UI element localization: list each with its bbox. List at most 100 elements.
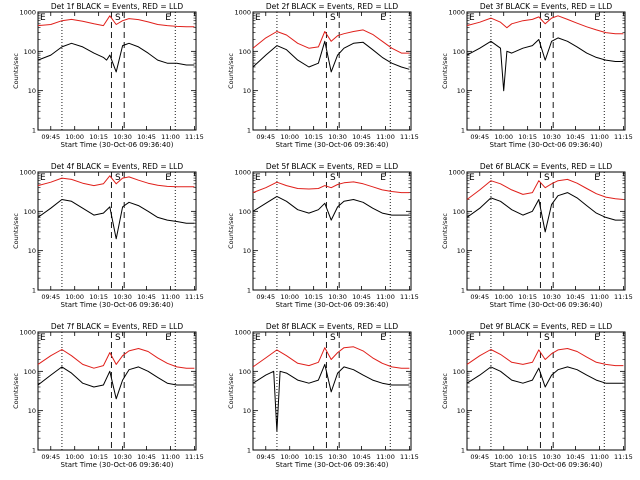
x-tick-label: 10:45	[137, 293, 156, 301]
x-tick-label: 10:00	[280, 293, 299, 301]
plot-frame	[37, 331, 197, 451]
y-tick-label: 1000	[234, 169, 251, 177]
x-tick-label: 10:00	[65, 293, 84, 301]
x-tick-label: 10:15	[304, 453, 323, 461]
marker-left: E	[40, 13, 46, 23]
y-tick-label: 100	[453, 368, 465, 376]
series-line-lld	[466, 178, 624, 200]
chart-title: Det 4f BLACK = Events, RED = LLD	[51, 162, 184, 171]
y-axis-label: Counts/sec	[441, 373, 449, 409]
x-tick-label: 09:45	[470, 133, 489, 141]
marker-middle: S	[115, 333, 121, 343]
marker-right: E	[165, 173, 171, 183]
x-tick-label: 10:15	[518, 293, 537, 301]
y-tick-label: 1	[461, 447, 465, 455]
y-tick-label: 100	[239, 368, 251, 376]
x-tick-label: 11:00	[376, 293, 395, 301]
series-line-lld	[37, 15, 195, 28]
series-line-lld	[252, 29, 410, 54]
x-tick-label: 09:45	[470, 293, 489, 301]
x-tick-label: 10:00	[65, 453, 84, 461]
x-tick-label: 11:15	[185, 453, 204, 461]
y-tick-label: 1000	[448, 169, 465, 177]
x-tick-label: 10:30	[542, 453, 561, 461]
marker-left: E	[40, 173, 46, 183]
chart-title: Det 8f BLACK = Events, RED = LLD	[266, 322, 399, 331]
series-line-events	[252, 40, 410, 73]
chart-title: Det 6f BLACK = Events, RED = LLD	[480, 162, 613, 171]
series-line-events	[466, 37, 624, 92]
x-tick-label: 10:30	[113, 293, 132, 301]
y-tick-label: 1000	[234, 329, 251, 337]
x-tick-label: 10:15	[518, 453, 537, 461]
x-tick-label: 10:30	[328, 293, 347, 301]
y-tick-label: 1	[461, 287, 465, 295]
marker-right: E	[380, 333, 386, 343]
plot-frame	[37, 171, 197, 291]
x-tick-label: 10:15	[518, 133, 537, 141]
x-tick-label: 11:15	[614, 133, 633, 141]
y-tick-label: 1000	[448, 9, 465, 17]
x-axis-label: Start Time (30-Oct-06 09:36:40)	[276, 141, 389, 149]
y-tick-label: 10	[243, 87, 251, 95]
marker-middle: S	[544, 333, 550, 343]
series-line-events	[466, 192, 624, 233]
marker-middle: S	[330, 13, 336, 23]
chart-title: Det 1f BLACK = Events, RED = LLD	[51, 2, 184, 11]
x-tick-label: 10:45	[566, 453, 585, 461]
plot-frame	[466, 171, 626, 291]
chart-panel-1: Det 1f BLACK = Events, RED = LLD 1 10 100 10…	[12, 2, 204, 149]
y-tick-label: 100	[24, 48, 36, 56]
series-line-lld	[252, 181, 410, 194]
chart-panel-9: Det 9f BLACK = Events, RED = LLD 1 10 100 10…	[441, 322, 633, 469]
y-tick-label: 1	[32, 447, 36, 455]
x-axis-label: Start Time (30-Oct-06 09:36:40)	[490, 301, 603, 309]
chart-panel-6: Det 6f BLACK = Events, RED = LLD 1 10 100 10…	[441, 162, 633, 309]
y-axis-label: Counts/sec	[227, 373, 235, 409]
series-line-events	[252, 363, 410, 432]
chart-title: Det 3f BLACK = Events, RED = LLD	[480, 2, 613, 11]
y-axis-label: Counts/sec	[12, 213, 20, 249]
series-line-lld	[466, 15, 624, 35]
x-tick-label: 11:15	[400, 293, 419, 301]
x-axis-label: Start Time (30-Oct-06 09:36:40)	[61, 141, 174, 149]
y-tick-label: 10	[457, 247, 465, 255]
x-tick-label: 11:15	[614, 453, 633, 461]
y-tick-label: 10	[28, 247, 36, 255]
x-tick-label: 10:00	[65, 133, 84, 141]
marker-right: E	[380, 13, 386, 23]
chart-panel-8: Det 8f BLACK = Events, RED = LLD 1 10 100 10…	[227, 322, 419, 469]
marker-left: E	[469, 173, 475, 183]
y-tick-label: 100	[24, 368, 36, 376]
x-tick-label: 10:00	[494, 453, 513, 461]
x-tick-label: 11:00	[376, 453, 395, 461]
x-tick-label: 09:45	[470, 453, 489, 461]
y-axis-label: Counts/sec	[227, 213, 235, 249]
y-tick-label: 1	[32, 127, 36, 135]
y-tick-label: 100	[24, 208, 36, 216]
marker-middle: S	[115, 173, 121, 183]
x-tick-label: 11:15	[614, 293, 633, 301]
chart-panel-3: Det 3f BLACK = Events, RED = LLD 1 10 100 10…	[441, 2, 633, 149]
x-tick-label: 11:15	[400, 133, 419, 141]
x-tick-label: 11:00	[161, 453, 180, 461]
y-tick-label: 1000	[19, 9, 36, 17]
series-line-events	[252, 195, 410, 221]
x-tick-label: 11:00	[376, 133, 395, 141]
marker-middle: S	[544, 13, 550, 23]
y-tick-label: 1	[32, 287, 36, 295]
y-tick-label: 1000	[19, 169, 36, 177]
y-tick-label: 1000	[448, 329, 465, 337]
plot-frame	[37, 11, 197, 131]
x-tick-label: 10:30	[328, 133, 347, 141]
x-tick-label: 10:15	[89, 133, 108, 141]
series-line-lld	[37, 175, 195, 188]
series-line-events	[37, 199, 195, 240]
x-tick-label: 10:15	[89, 293, 108, 301]
y-tick-label: 100	[453, 208, 465, 216]
y-axis-label: Counts/sec	[227, 53, 235, 89]
series-line-lld	[37, 348, 195, 369]
x-tick-label: 11:00	[590, 133, 609, 141]
plot-frame	[252, 171, 412, 291]
